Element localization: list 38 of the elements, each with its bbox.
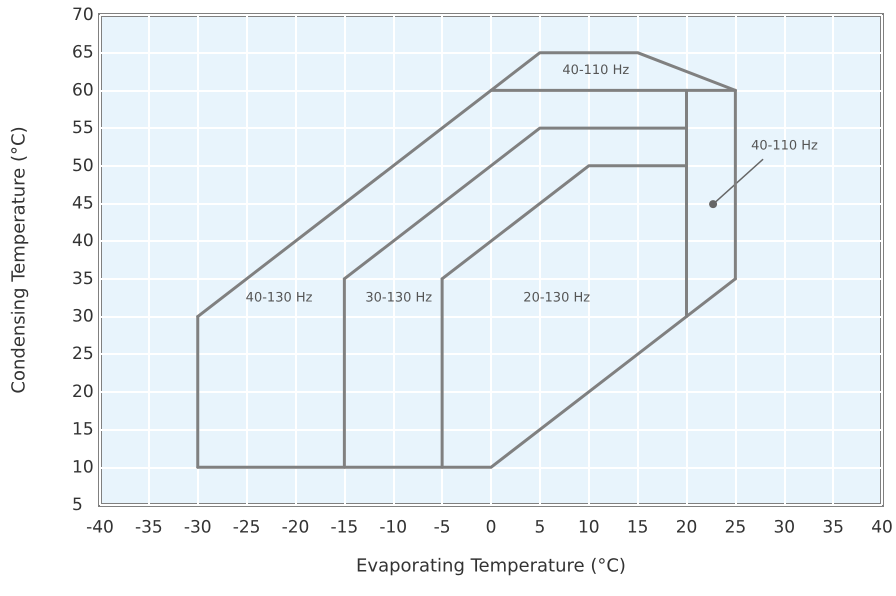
x-tick-label: -25 xyxy=(232,518,261,538)
annotation: 20-130 Hz xyxy=(523,290,590,306)
x-tick-label: 5 xyxy=(534,518,546,538)
x-tick-label: 0 xyxy=(486,518,496,538)
x-tick-label: -15 xyxy=(330,518,358,538)
annotation: 40-110 Hz xyxy=(751,138,818,154)
annotation: 40-110 Hz xyxy=(562,62,630,78)
y-tick-label: 30 xyxy=(72,306,94,327)
x-tick-label: 35 xyxy=(822,518,844,538)
x-tick-label: -5 xyxy=(434,518,451,538)
y-tick-label: 55 xyxy=(72,118,94,138)
y-tick-label: 60 xyxy=(72,80,94,100)
y-tick-label: 70 xyxy=(72,5,94,25)
y-tick-label: 15 xyxy=(72,420,94,440)
y-tick-label: 35 xyxy=(72,268,94,289)
y-tick-label: 50 xyxy=(72,156,94,176)
x-tick-label: 40 xyxy=(871,518,893,538)
y-tick-label: 25 xyxy=(72,344,94,364)
x-tick-label: 30 xyxy=(773,518,796,538)
x-tick-label: 20 xyxy=(676,518,698,538)
y-tick-label: 40 xyxy=(72,231,94,252)
x-axis-title: Evaporating Temperature (°C) xyxy=(356,556,626,576)
annotation: 30-130 Hz xyxy=(365,290,432,306)
annotation: 40-130 Hz xyxy=(246,290,313,306)
x-tick-label: 10 xyxy=(578,518,600,538)
x-tick-label: 25 xyxy=(724,518,746,538)
y-tick-label: 20 xyxy=(72,382,94,402)
x-tick-label: -20 xyxy=(282,518,310,538)
y-tick-label: 65 xyxy=(72,42,94,63)
x-tick-label: -30 xyxy=(184,518,212,538)
x-tick-label: -40 xyxy=(86,518,114,538)
x-tick-label: 15 xyxy=(626,518,648,538)
y-tick-label: 10 xyxy=(72,457,94,478)
y-axis-title: Condensing Temperature (°C) xyxy=(8,126,30,394)
x-tick-label: -35 xyxy=(134,518,163,538)
y-tick-label: 5 xyxy=(72,495,83,515)
y-tick-label: 45 xyxy=(72,193,94,214)
x-tick-label: -10 xyxy=(379,518,408,538)
